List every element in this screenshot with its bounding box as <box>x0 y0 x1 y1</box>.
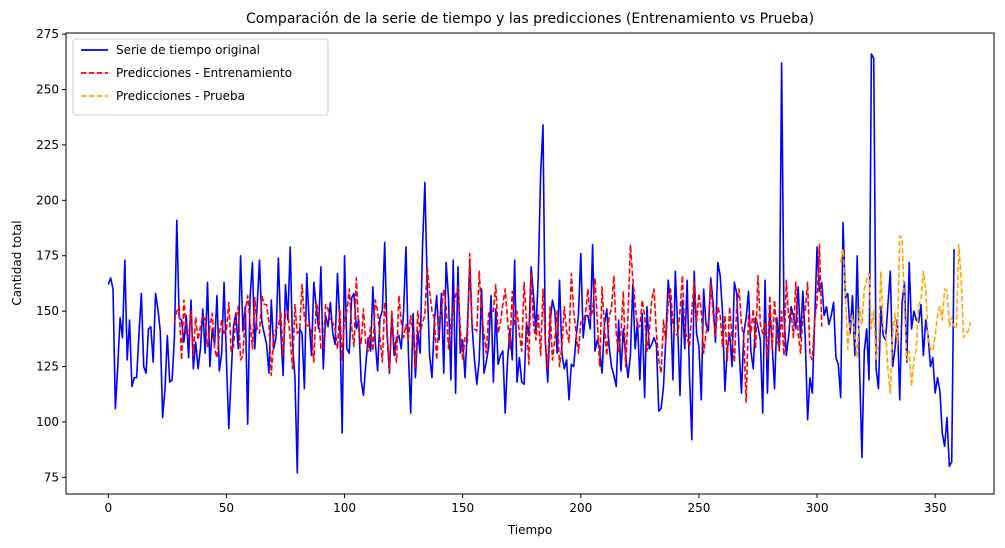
y-axis-label: Cantidad total <box>10 220 24 305</box>
legend-label-2: Predicciones - Entrenamiento <box>116 66 292 80</box>
x-axis: 0 50 100 150 200 250 300 350 <box>104 494 947 515</box>
y-tick-label: 275 <box>36 27 59 41</box>
series-layer <box>107 53 972 474</box>
x-tick-label: 150 <box>451 501 474 515</box>
x-tick-label: 50 <box>219 501 234 515</box>
y-tick-label: 250 <box>36 83 59 97</box>
series-line-1 <box>107 53 955 474</box>
legend: Serie de tiempo original Predicciones - E… <box>72 38 329 116</box>
x-tick-label: 300 <box>806 501 829 515</box>
legend-label-1: Serie de tiempo original <box>116 43 260 57</box>
y-tick-label: 175 <box>36 249 59 263</box>
legend-box <box>72 38 329 116</box>
chart-title: Comparación de la serie de tiempo y las … <box>246 11 814 27</box>
y-tick-label: 100 <box>36 415 59 429</box>
series-line-3 <box>839 235 972 394</box>
series-line-2 <box>173 243 823 403</box>
x-tick-label: 350 <box>924 501 947 515</box>
legend-label-3: Predicciones - Prueba <box>116 89 245 103</box>
x-tick-label: 100 <box>333 501 356 515</box>
x-axis-label: Tiempo <box>507 523 552 537</box>
y-tick-label: 200 <box>36 193 59 207</box>
y-tick-label: 150 <box>36 304 59 318</box>
y-tick-label: 75 <box>44 470 59 484</box>
x-tick-label: 250 <box>687 501 710 515</box>
x-tick-label: 200 <box>569 501 592 515</box>
x-tick-label: 0 <box>104 501 112 515</box>
y-tick-label: 125 <box>36 360 59 374</box>
y-axis: 75 100 125 150 175 200 225 250 275 <box>36 27 66 484</box>
plot-area <box>65 32 995 495</box>
y-tick-label: 225 <box>36 138 59 152</box>
plot-frame <box>65 32 995 495</box>
